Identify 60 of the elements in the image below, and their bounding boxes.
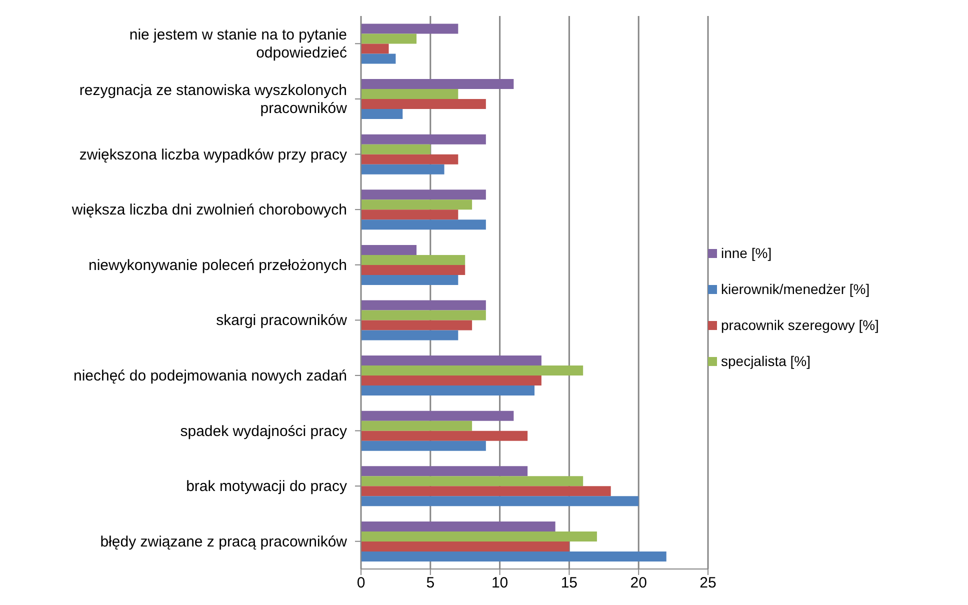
y-tick-label: skargi pracowników — [216, 312, 348, 329]
bar — [361, 210, 458, 220]
bar — [361, 410, 514, 421]
bar — [361, 496, 639, 506]
bar — [361, 430, 528, 441]
bar — [361, 476, 584, 486]
y-tick-label: większa liczba dni zwolnień chorobowych — [70, 201, 347, 218]
y-tick-label: niewykonywanie poleceń przełożonych — [88, 256, 347, 274]
bar — [361, 44, 389, 54]
bar — [361, 274, 458, 285]
bar — [361, 310, 486, 320]
legend-label: kierownik/menedżer [%] — [721, 280, 870, 296]
y-tick-label: spadek wydajności pracy — [180, 422, 348, 440]
y-tick-label: rezygnacja ze stanowiska wyszkolonych pracowników — [79, 81, 348, 116]
bar — [361, 541, 570, 552]
bar — [361, 164, 444, 174]
bar — [361, 366, 584, 376]
bar — [361, 420, 472, 431]
x-tick-label: 5 — [426, 574, 435, 592]
legend-label: inne [%] — [721, 244, 772, 260]
bar — [361, 376, 542, 386]
bar — [361, 144, 430, 154]
bar — [361, 154, 458, 164]
bar — [361, 531, 597, 542]
bar — [361, 521, 556, 532]
bar — [361, 466, 528, 476]
bar — [361, 34, 417, 44]
x-tick-label: 0 — [356, 574, 366, 592]
x-tick-label: 10 — [491, 574, 508, 592]
bar — [361, 24, 458, 34]
bar — [361, 109, 403, 120]
bar — [361, 320, 472, 330]
bar — [361, 356, 542, 366]
bar — [361, 254, 466, 265]
y-tick-label: niechęć do podejmowania nowych zadań — [73, 366, 347, 384]
bar — [361, 551, 666, 562]
y-tick-label: brak motywacji do pracy — [186, 478, 348, 495]
bar — [361, 79, 514, 90]
bar — [361, 264, 466, 275]
bar — [361, 486, 611, 496]
bar — [361, 220, 486, 230]
bar — [361, 134, 486, 144]
y-tick-label: zwiększona liczba wypadków przy pracy — [79, 146, 348, 163]
bar — [361, 99, 486, 110]
y-tick-label: błędy związane z pracą pracowników — [100, 532, 348, 550]
y-tick-label: nie jestem w stanie na to pytanie odpowiedzieć — [129, 26, 348, 62]
bar — [361, 386, 534, 396]
bar — [361, 330, 458, 340]
x-tick-label: 25 — [700, 574, 716, 592]
x-tick-label: 15 — [560, 574, 578, 592]
x-tick-label: 20 — [630, 574, 647, 592]
legend-label: pracownik szeregowy [%] — [721, 316, 879, 332]
bar — [361, 244, 417, 255]
bar — [361, 190, 486, 200]
bar — [361, 200, 472, 210]
bar — [361, 440, 486, 451]
bar — [361, 54, 396, 64]
legend-label: specjalista [%] — [721, 352, 810, 368]
bar — [361, 300, 486, 310]
bar — [361, 89, 458, 100]
